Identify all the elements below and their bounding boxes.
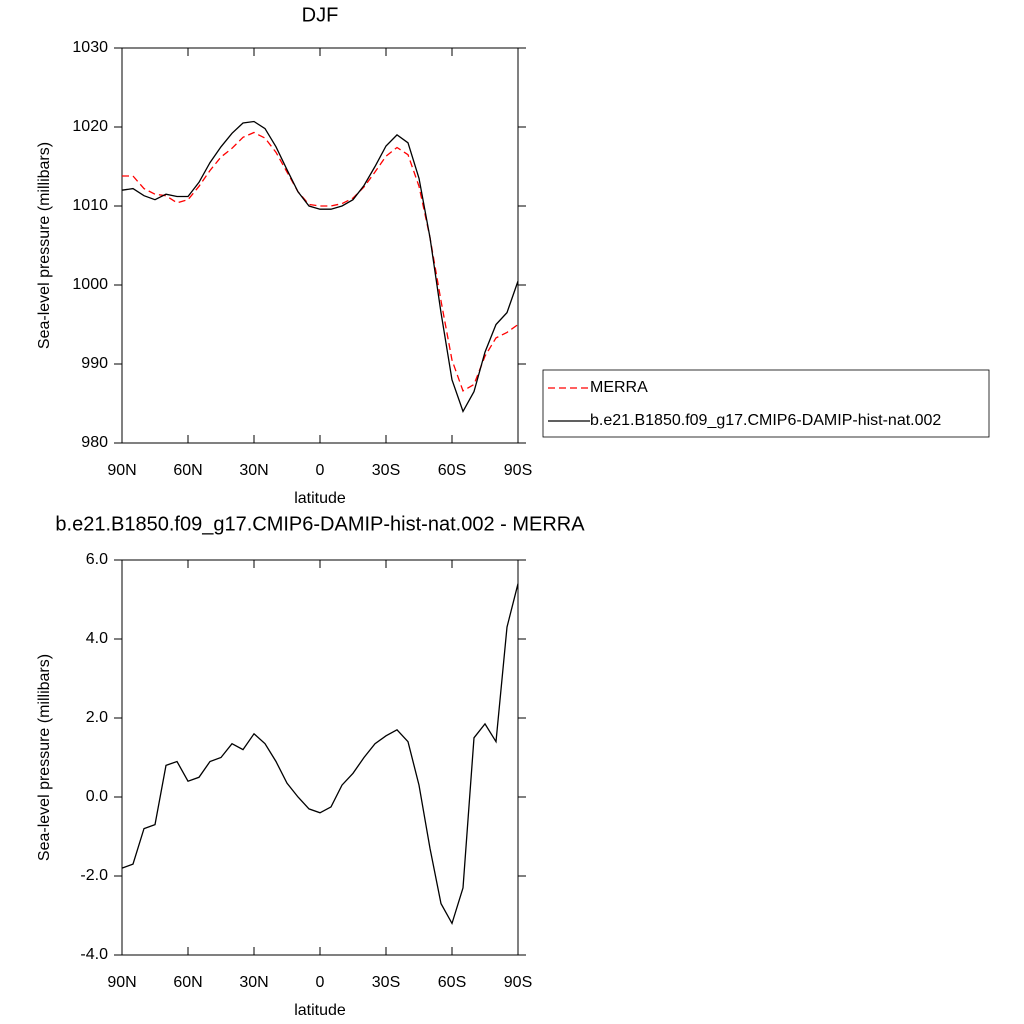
- data-line: [121, 120, 519, 413]
- x-tick-label: 0: [316, 974, 325, 991]
- plot-frame: [121, 559, 519, 956]
- legend-box: [542, 369, 990, 438]
- x-axis-label: latitude: [294, 1002, 346, 1019]
- x-tick-label: 90S: [504, 974, 532, 991]
- chart-title: DJF: [302, 4, 339, 26]
- x-tick-label: 60S: [438, 462, 466, 479]
- x-tick-label: 30N: [239, 974, 268, 991]
- x-tick-label: 0: [316, 462, 325, 479]
- y-tick-label: 1010: [72, 197, 108, 214]
- plot-frame: [121, 47, 519, 444]
- y-tick-label: 1000: [72, 276, 108, 293]
- y-tick-label: -4.0: [80, 946, 108, 963]
- legend-label: b.e21.B1850.f09_g17.CMIP6-DAMIP-hist-nat…: [590, 412, 941, 429]
- x-tick-label: 90N: [107, 974, 136, 991]
- y-tick-label: 990: [81, 355, 108, 372]
- x-tick-label: 90N: [107, 462, 136, 479]
- y-tick-label: -2.0: [80, 867, 108, 884]
- y-axis-label: Sea-level pressure (millibars): [36, 654, 53, 861]
- y-tick-label: 1030: [72, 39, 108, 56]
- data-line: [122, 131, 519, 392]
- legend-label: MERRA: [590, 379, 648, 396]
- y-tick-label: 0.0: [86, 788, 108, 805]
- x-tick-label: 30S: [372, 462, 400, 479]
- x-tick-label: 60N: [173, 462, 202, 479]
- chart-title: b.e21.B1850.f09_g17.CMIP6-DAMIP-hist-nat…: [55, 513, 585, 535]
- y-tick-label: 980: [81, 434, 108, 451]
- x-tick-label: 60N: [173, 974, 202, 991]
- data-line: [121, 583, 519, 926]
- x-tick-label: 90S: [504, 462, 532, 479]
- y-tick-label: 2.0: [86, 709, 108, 726]
- y-tick-label: 1020: [72, 118, 108, 135]
- y-axis-label: Sea-level pressure (millibars): [36, 142, 53, 349]
- y-tick-label: 4.0: [86, 630, 108, 647]
- x-tick-label: 30N: [239, 462, 268, 479]
- x-tick-label: 60S: [438, 974, 466, 991]
- y-tick-label: 6.0: [86, 551, 108, 568]
- x-tick-label: 30S: [372, 974, 400, 991]
- x-axis-label: latitude: [294, 490, 346, 507]
